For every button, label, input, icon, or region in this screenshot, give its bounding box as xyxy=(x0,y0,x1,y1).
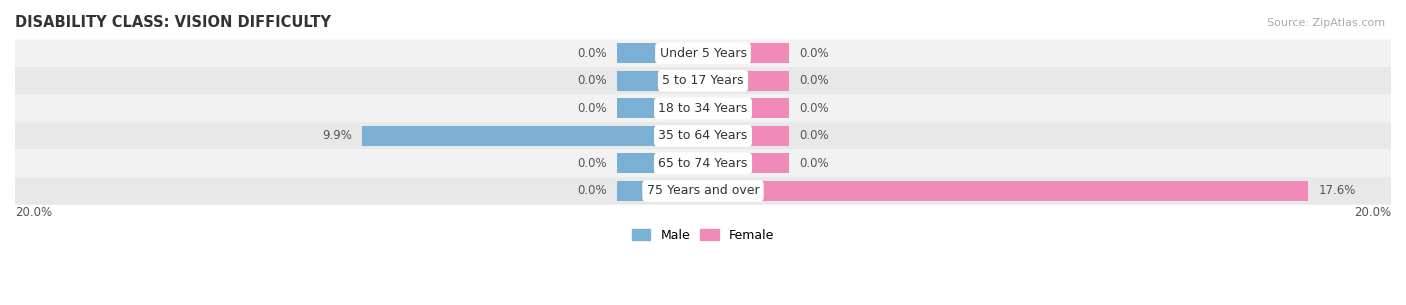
Legend: Male, Female: Male, Female xyxy=(627,224,779,247)
Bar xyxy=(703,43,789,63)
Text: 17.6%: 17.6% xyxy=(1319,185,1357,197)
Text: 0.0%: 0.0% xyxy=(800,129,830,142)
Bar xyxy=(617,181,703,201)
Bar xyxy=(617,43,703,63)
Text: 0.0%: 0.0% xyxy=(576,47,606,60)
Bar xyxy=(703,126,789,146)
Text: 0.0%: 0.0% xyxy=(576,157,606,170)
Bar xyxy=(703,71,789,91)
Bar xyxy=(617,99,703,118)
Text: 18 to 34 Years: 18 to 34 Years xyxy=(658,102,748,115)
Text: 20.0%: 20.0% xyxy=(15,206,52,219)
Bar xyxy=(617,153,703,173)
Text: 0.0%: 0.0% xyxy=(576,102,606,115)
Bar xyxy=(363,126,703,146)
Text: 0.0%: 0.0% xyxy=(576,74,606,87)
Text: 0.0%: 0.0% xyxy=(576,185,606,197)
Text: 0.0%: 0.0% xyxy=(800,102,830,115)
FancyBboxPatch shape xyxy=(15,95,1391,122)
Text: 35 to 64 Years: 35 to 64 Years xyxy=(658,129,748,142)
FancyBboxPatch shape xyxy=(15,122,1391,150)
FancyBboxPatch shape xyxy=(15,177,1391,205)
Text: 0.0%: 0.0% xyxy=(800,157,830,170)
Text: 0.0%: 0.0% xyxy=(800,47,830,60)
Bar xyxy=(703,99,789,118)
Text: Source: ZipAtlas.com: Source: ZipAtlas.com xyxy=(1267,18,1385,28)
Text: 0.0%: 0.0% xyxy=(800,74,830,87)
Bar xyxy=(617,71,703,91)
FancyBboxPatch shape xyxy=(15,67,1391,95)
Text: 65 to 74 Years: 65 to 74 Years xyxy=(658,157,748,170)
Text: 20.0%: 20.0% xyxy=(1354,206,1391,219)
Text: Under 5 Years: Under 5 Years xyxy=(659,47,747,60)
FancyBboxPatch shape xyxy=(15,39,1391,67)
FancyBboxPatch shape xyxy=(15,150,1391,177)
Bar xyxy=(703,153,789,173)
Text: 75 Years and over: 75 Years and over xyxy=(647,185,759,197)
Text: 5 to 17 Years: 5 to 17 Years xyxy=(662,74,744,87)
Text: 9.9%: 9.9% xyxy=(322,129,352,142)
Bar xyxy=(703,181,1309,201)
Text: DISABILITY CLASS: VISION DIFFICULTY: DISABILITY CLASS: VISION DIFFICULTY xyxy=(15,15,330,30)
